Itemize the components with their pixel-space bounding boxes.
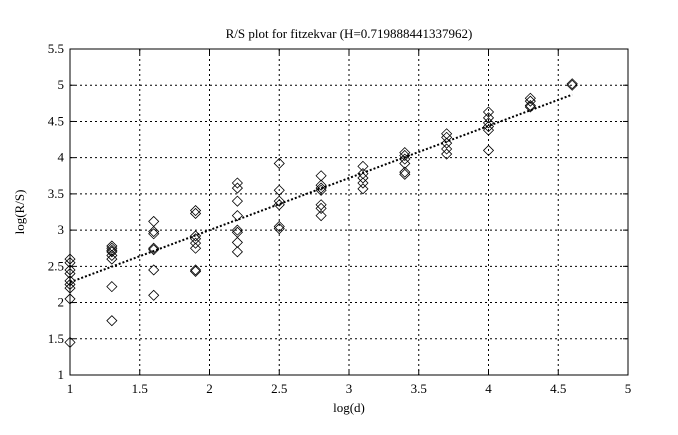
data-point [148,215,160,227]
data-point [189,242,202,254]
data-point [524,95,536,107]
data-point [106,315,118,327]
data-point [231,236,243,248]
x-axis-label: log(d) [333,400,365,415]
data-point [148,264,160,276]
data-point [315,184,327,196]
x-tick-label: 4 [485,381,492,396]
data-point [482,124,495,136]
data-point [148,228,160,240]
data-point [357,183,369,195]
y-tick-label: 3 [58,222,65,237]
data-point [189,264,202,276]
data-point [106,281,118,293]
data-point [106,240,118,252]
x-tick-label: 3.5 [411,381,427,396]
x-tick-label: 1.5 [132,381,148,396]
y-tick-label: 3.5 [48,186,64,201]
data-point [566,79,578,91]
data-point [231,177,243,189]
data-point [273,184,285,196]
x-tick-label: 2.5 [271,381,287,396]
data-point [315,202,327,214]
data-point [399,168,411,180]
data-point [357,172,369,184]
y-tick-label: 4.5 [48,113,64,128]
data-point [148,225,160,238]
data-point [524,92,536,104]
data-point [399,166,411,178]
data-point [148,289,160,301]
data-point [399,149,411,162]
data-point [399,147,411,159]
data-point [482,112,495,124]
data-point [482,144,495,156]
fit-line [69,93,573,284]
y-tick-label: 2.5 [48,258,64,273]
data-point [231,195,243,207]
data-point [189,237,202,249]
data-point [315,210,327,222]
data-point [106,249,118,262]
x-tick-label: 3 [346,381,353,396]
plot-frame [69,48,629,376]
data-point [315,199,327,211]
data-point [399,157,411,170]
data-point [106,242,118,254]
data-point [148,244,160,256]
data-point [441,148,453,160]
data-point [524,99,536,112]
data-point [482,120,495,133]
data-point [315,179,327,191]
data-point [399,153,411,165]
data-point [315,182,327,194]
data-point [189,265,202,277]
y-tick-label: 4 [58,150,65,165]
data-point [273,195,285,207]
data-point [357,177,369,189]
data-point [273,223,285,235]
data-point [189,233,202,245]
y-axis-label: log(R/S) [12,190,27,235]
data-point [148,242,160,254]
data-point [231,224,243,236]
y-tick-label: 1.5 [48,331,64,346]
x-tick-label: 2 [206,381,213,396]
data-point [231,210,243,222]
data-point [106,246,118,258]
y-tick-label: 2 [58,295,65,310]
data-point [441,137,453,149]
data-point [524,101,536,113]
data-point [189,207,202,220]
x-tick-label: 5 [625,381,632,396]
y-tick-label: 5 [58,77,65,92]
data-point [273,157,285,170]
data-point [231,182,243,194]
x-tick-label: 4.5 [550,381,566,396]
data-point [273,199,285,211]
y-tick-label: 1 [58,367,65,382]
data-point [273,220,285,233]
data-point [482,117,495,129]
y-tick-label: 5.5 [48,41,64,56]
data-point [566,78,578,90]
data-point [315,170,327,182]
data-point [231,246,243,258]
data-point [482,106,495,118]
data-point [441,131,453,143]
data-point [441,143,453,155]
chart-title: R/S plot for fitzekvar (H=0.719888441337… [226,26,473,41]
data-point [189,204,202,217]
data-point [357,160,369,172]
x-tick-label: 1 [67,381,74,396]
data-point [106,244,118,256]
data-point [441,128,453,140]
data-point [357,168,369,180]
data-point [106,253,118,265]
data-point [189,230,202,242]
